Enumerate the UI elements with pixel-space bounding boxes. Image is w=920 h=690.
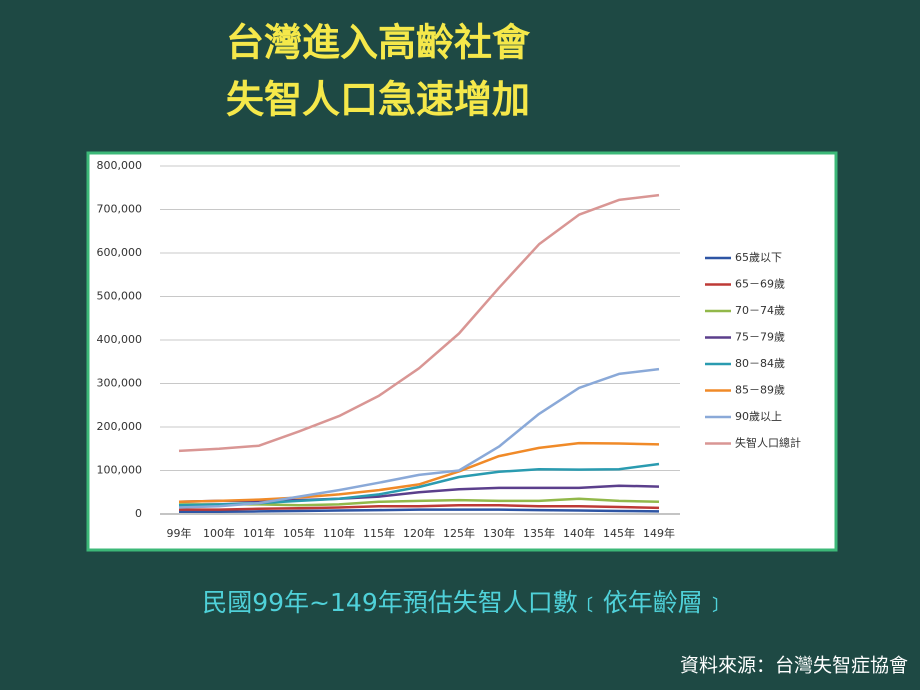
series-line [179,497,660,507]
y-tick-label: 400,000 [97,333,143,346]
x-tick-label: 120年 [403,526,435,540]
series-line [178,441,660,504]
source: 資料來源：台灣失智症協會 [680,655,908,677]
legend-label: 75－79歲 [735,330,785,344]
y-tick-label: 500,000 [97,290,143,303]
caption: 民國99年~149年預估失智人口數﹝依年齡層﹞ [202,588,727,617]
x-tick-label: 110年 [323,526,355,540]
y-tick-label: 200,000 [97,420,143,433]
title-line: 失智人口急速增加 [226,78,530,122]
chart-frame [86,151,838,552]
legend-label: 70－74歲 [735,303,785,317]
series-line [178,367,660,509]
series-line [178,484,660,504]
x-tick-label: 100年 [203,526,235,540]
legend-label: 80－84歲 [735,356,785,370]
x-tick-label: 130年 [483,526,515,540]
series-line [179,504,660,511]
legend-label: 65歲以下 [735,250,782,264]
x-tick-label: 105年 [283,526,315,540]
y-tick-label: 0 [135,507,142,520]
y-tick-label: 700,000 [97,203,143,216]
x-tick-label: 135年 [523,526,555,540]
x-tick-label: 140年 [563,526,595,540]
x-tick-label: 149年 [643,526,675,540]
legend-label: 90歲以上 [735,409,782,423]
x-tick-label: 145年 [603,526,635,540]
y-tick-label: 300,000 [97,377,143,390]
plot: 0 100,000 200,000 300,000 400,000 500,000 600,… [97,159,802,540]
legend-label: 85－89歲 [735,383,785,397]
legend-label: 失智人口總計 [735,436,801,450]
x-tick-label: 99年 [167,526,192,540]
series-line [179,508,660,514]
y-tick-label: 100,000 [97,464,143,477]
y-tick-label: 600,000 [97,246,143,259]
title-line: 台灣進入高齡社會 [226,21,531,65]
x-tick-label: 101年 [243,526,275,540]
legend-label: 65－69歲 [735,277,785,291]
series-line [178,193,660,453]
x-tick-label: 125年 [443,526,475,540]
x-tick-label: 115年 [363,526,395,540]
y-tick-label: 800,000 [97,159,143,172]
